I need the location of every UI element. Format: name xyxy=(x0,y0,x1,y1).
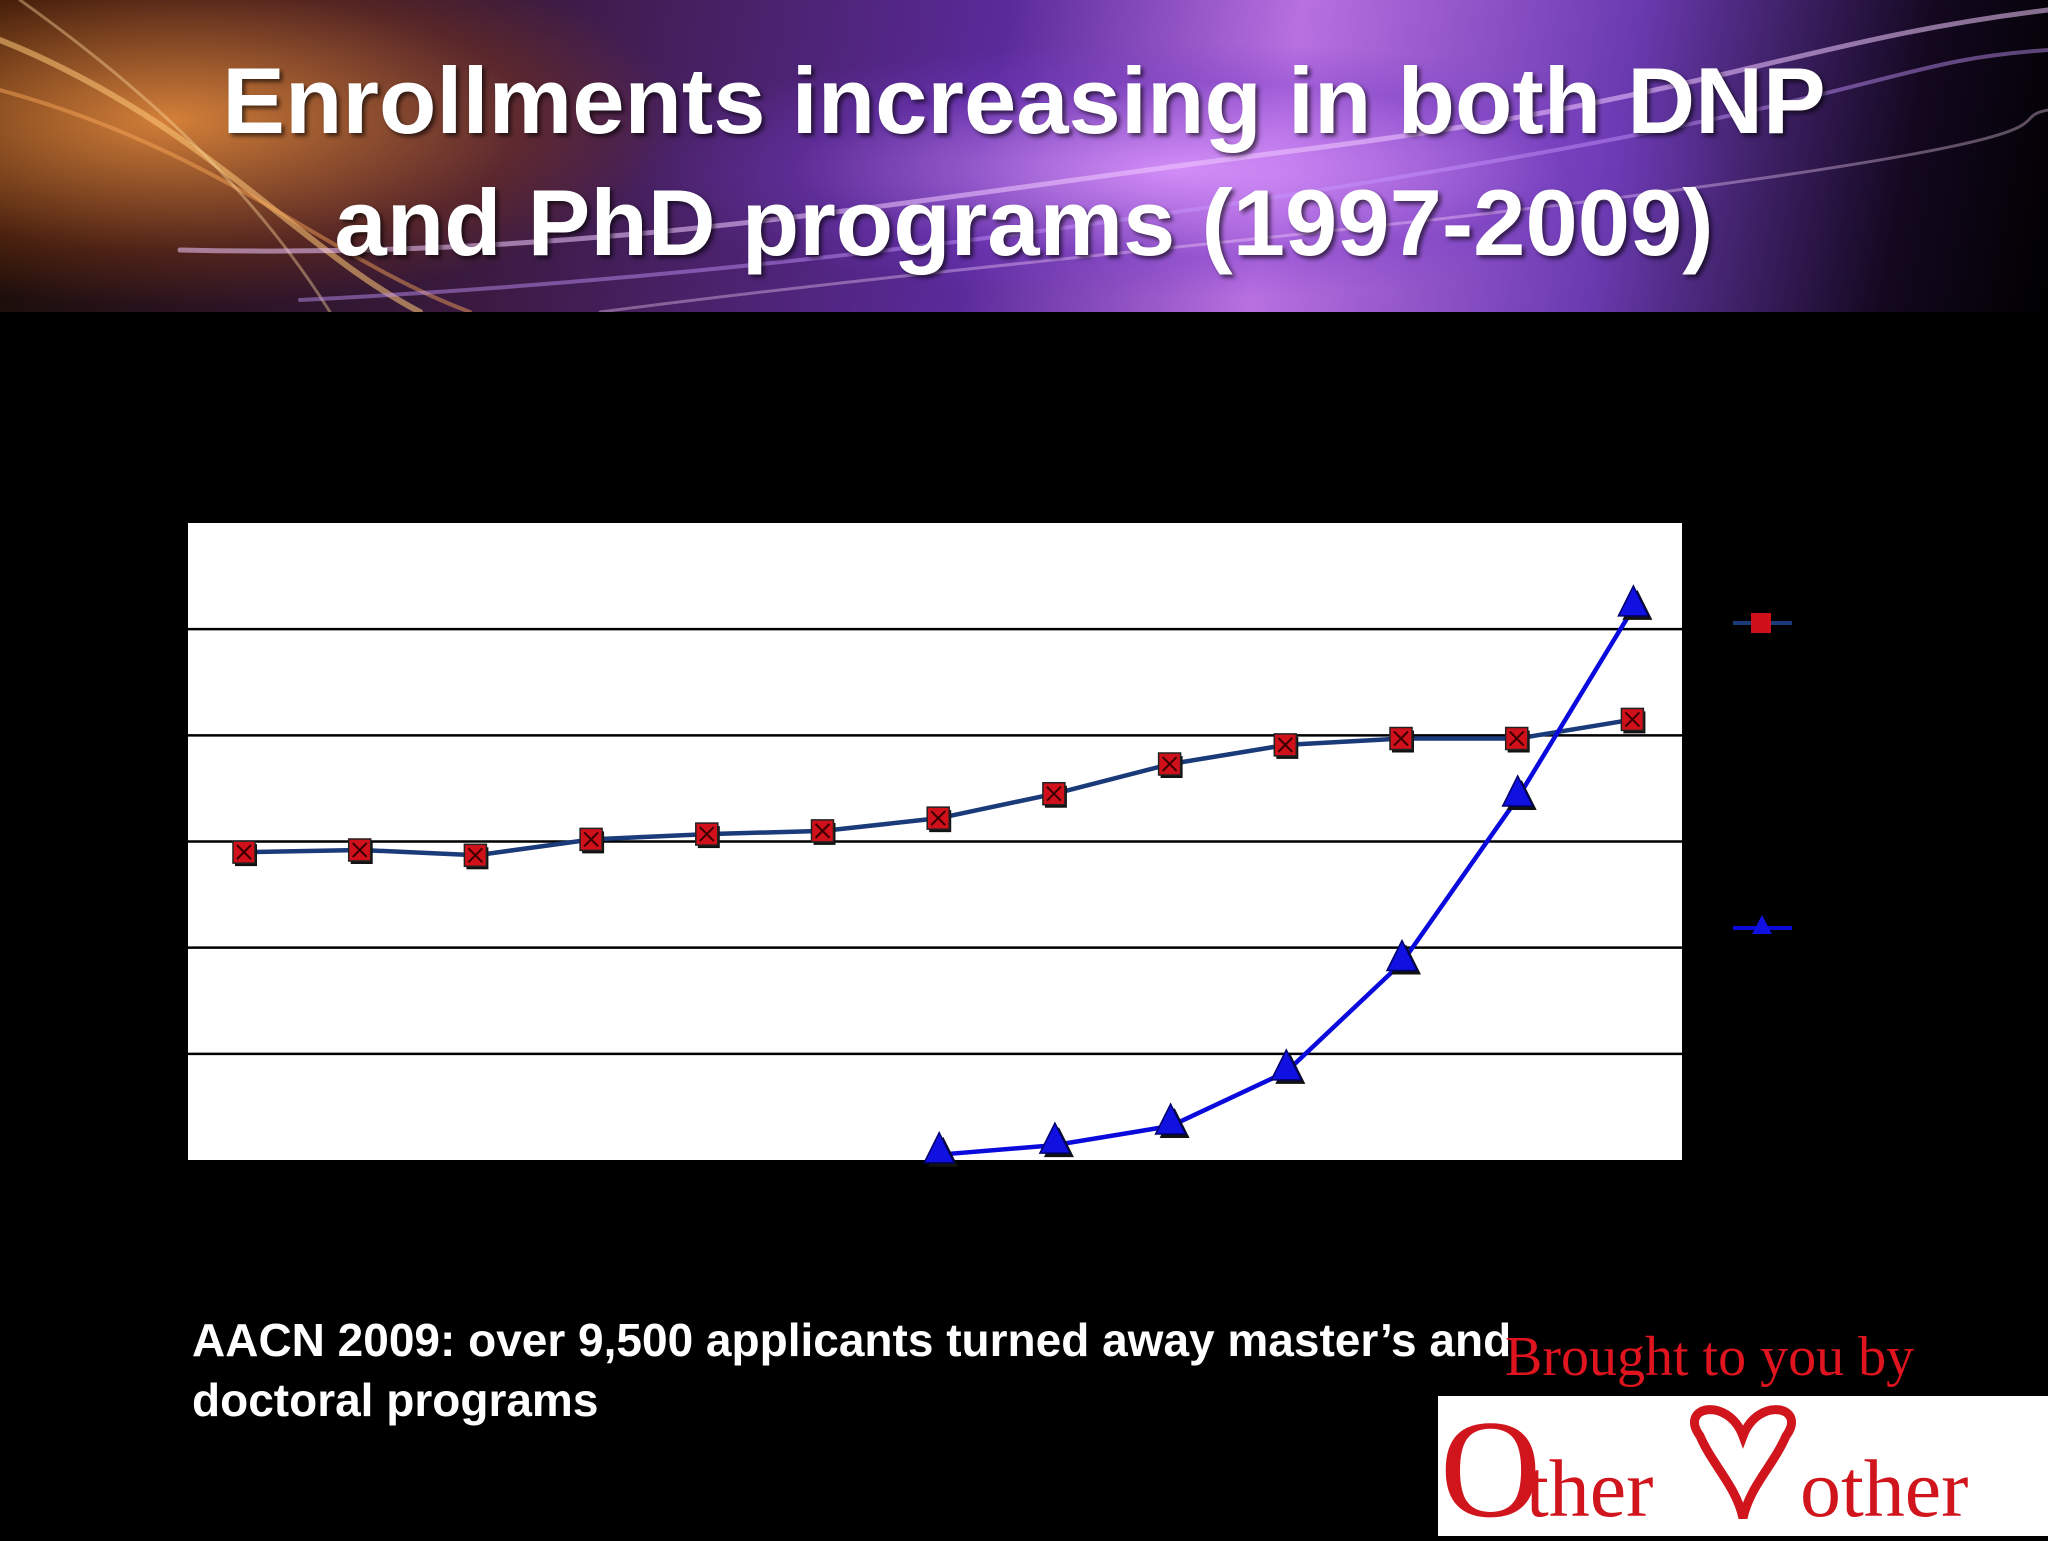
point-marker-cross xyxy=(1161,756,1178,772)
point-marker-cross xyxy=(583,831,599,848)
svg-text:O: O xyxy=(1440,1396,1541,1536)
series-markers xyxy=(232,584,1653,1167)
slide-title: Enrollments increasing in both DNP and P… xyxy=(0,40,2048,284)
svg-text:ther: ther xyxy=(1526,1443,1653,1534)
point-marker-cross xyxy=(236,844,252,860)
other-mother-logo: O ther other xyxy=(1438,1392,2048,1541)
banner-swirl-art xyxy=(0,0,2048,312)
title-line-2: and PhD programs (1997-2009) xyxy=(334,170,1714,275)
logo-art: O ther other xyxy=(1440,1392,1968,1541)
point-marker xyxy=(1154,1102,1187,1135)
brought-to-you-by-text: Brought to you by xyxy=(1505,1326,1915,1388)
source-caption: AACN 2009: over 9,500 applicants turned … xyxy=(192,1310,1692,1430)
point-marker-cross xyxy=(930,810,946,826)
point-marker xyxy=(922,1131,956,1164)
svg-text:other: other xyxy=(1800,1443,1968,1534)
point-marker-cross xyxy=(1624,711,1641,728)
point-marker xyxy=(1270,1048,1303,1081)
title-line-1: Enrollments increasing in both DNP xyxy=(222,48,1826,153)
gridlines xyxy=(188,627,1682,1056)
point-marker-cross xyxy=(1508,730,1525,747)
point-marker-cross xyxy=(814,823,831,839)
legend-marker-series-2 xyxy=(1752,915,1772,934)
caption-line-1: AACN 2009: over 9,500 applicants turned … xyxy=(192,1314,1512,1366)
point-marker xyxy=(1038,1121,1072,1154)
heart-icon xyxy=(1690,1405,1796,1520)
point-marker-cross xyxy=(699,826,715,842)
point-marker xyxy=(1501,774,1534,807)
chart-legend xyxy=(1733,613,1792,934)
point-marker xyxy=(1617,584,1650,617)
point-marker-cross xyxy=(467,847,484,864)
caption-line-2: doctoral programs xyxy=(192,1374,599,1426)
title-banner: Enrollments increasing in both DNP and P… xyxy=(0,0,2048,312)
point-marker-cross xyxy=(351,842,368,858)
point-marker-cross xyxy=(1393,730,1409,747)
enrollment-line-chart xyxy=(188,523,1792,1167)
point-marker-cross xyxy=(1277,737,1294,753)
point-marker xyxy=(1385,938,1419,972)
legend-marker-series-1 xyxy=(1751,613,1771,633)
point-marker-cross xyxy=(1046,786,1062,802)
